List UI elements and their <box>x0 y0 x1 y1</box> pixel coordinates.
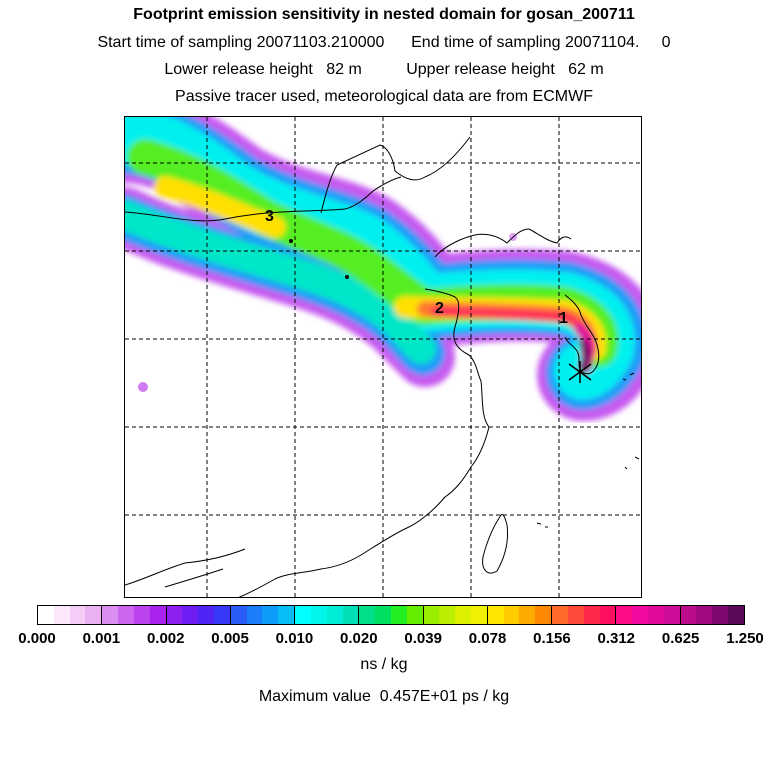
lat-lon-grid <box>125 117 641 597</box>
colorbar-swatch <box>663 606 680 624</box>
release-height-line: Lower release height 82 m Upper release … <box>164 61 604 78</box>
colorbar-tick-label: 1.250 <box>726 630 764 647</box>
colorbar-swatch <box>648 606 664 624</box>
point-label-3: 3 <box>265 208 274 225</box>
colorbar-swatch <box>632 606 649 624</box>
colorbar <box>37 605 745 625</box>
colorbar-tick-label: 0.625 <box>661 630 700 647</box>
colorbar-segment <box>616 606 681 624</box>
colorbar-tick-label: 0.039 <box>404 630 442 647</box>
colorbar-swatch <box>133 606 150 624</box>
colorbar-swatch <box>487 606 504 624</box>
colorbar-tick-label: 0.005 <box>211 630 249 647</box>
tracer-line: Passive tracer used, meteorological data… <box>175 88 593 105</box>
colorbar-tick-label: 0.010 <box>275 630 314 647</box>
colorbar-segment <box>102 606 167 624</box>
footprint-map[interactable]: 1 2 3 <box>124 116 642 598</box>
colorbar-segment <box>359 606 424 624</box>
colorbar-tick-label: 0.020 <box>340 630 378 647</box>
colorbar-tick-label: 0.156 <box>533 630 571 647</box>
colorbar-swatch <box>246 606 263 624</box>
colorbar-swatch <box>599 606 616 624</box>
colorbar-swatch <box>680 606 697 624</box>
colorbar-tick-label: 0.000 <box>18 630 56 647</box>
coastlines <box>125 136 640 597</box>
colorbar-swatch <box>182 606 199 624</box>
colorbar-swatch <box>198 606 214 624</box>
colorbar-swatch <box>53 606 70 624</box>
colorbar-swatch <box>375 606 391 624</box>
colorbar-swatch <box>213 606 230 624</box>
colorbar-segment <box>166 606 231 624</box>
colorbar-segment <box>295 606 360 624</box>
colorbar-tick-label: 0.002 <box>146 630 185 647</box>
colorbar-swatch <box>278 606 295 624</box>
colorbar-swatch <box>359 606 376 624</box>
colorbar-swatch <box>503 606 520 624</box>
colorbar-swatch <box>406 606 423 624</box>
colorbar-swatch <box>535 606 552 624</box>
colorbar-swatch <box>310 606 327 624</box>
colorbar-swatch <box>439 606 456 624</box>
colorbar-swatch <box>616 606 633 624</box>
colorbar-swatch <box>552 606 568 624</box>
point-label-2: 2 <box>435 300 444 317</box>
receptor-marker-icon <box>568 361 592 383</box>
colorbar-swatch <box>85 606 102 624</box>
colorbar-swatch <box>455 606 472 624</box>
colorbar-swatch <box>149 606 166 624</box>
colorbar-swatch <box>519 606 536 624</box>
colorbar-swatch <box>118 606 134 624</box>
colorbar-swatch <box>423 606 440 624</box>
colorbar-segment <box>230 606 296 624</box>
point-label-1: 1 <box>559 310 568 327</box>
colorbar-segment <box>552 606 617 624</box>
colorbar-swatch <box>166 606 183 624</box>
map-canvas: 1 2 3 <box>125 117 641 597</box>
colorbar-segment <box>680 606 744 624</box>
colorbar-swatch <box>712 606 729 624</box>
sampling-time-line: Start time of sampling 20071103.210000 E… <box>97 34 671 51</box>
colorbar-swatch <box>728 606 744 624</box>
colorbar-swatch <box>69 606 86 624</box>
colorbar-swatch <box>102 606 119 624</box>
colorbar-tick-label: 0.078 <box>468 630 507 647</box>
colorbar-swatch <box>295 606 311 624</box>
colorbar-swatch <box>326 606 343 624</box>
small-plume-blob <box>138 382 148 392</box>
colorbar-swatch <box>38 606 54 624</box>
colorbar-tick-label: 0.001 <box>82 630 121 647</box>
colorbar-segment <box>38 606 103 624</box>
colorbar-swatch <box>696 606 713 624</box>
colorbar-swatch <box>230 606 247 624</box>
trajectory-point <box>289 239 293 243</box>
plot-title: Footprint emission sensitivity in nested… <box>133 6 635 23</box>
colorbar-segment <box>423 606 488 624</box>
colorbar-swatch <box>471 606 487 624</box>
colorbar-swatch <box>262 606 279 624</box>
maximum-value: Maximum value 0.457E+01 ps / kg <box>258 688 510 705</box>
emission-plume <box>125 117 641 421</box>
colorbar-swatch <box>390 606 407 624</box>
colorbar-swatch <box>583 606 600 624</box>
colorbar-units: ns / kg <box>360 656 408 673</box>
colorbar-swatch <box>342 606 359 624</box>
colorbar-tick-label: 0.312 <box>597 630 636 647</box>
trajectory-point <box>345 275 349 279</box>
colorbar-segment <box>487 606 553 624</box>
colorbar-swatch <box>567 606 584 624</box>
